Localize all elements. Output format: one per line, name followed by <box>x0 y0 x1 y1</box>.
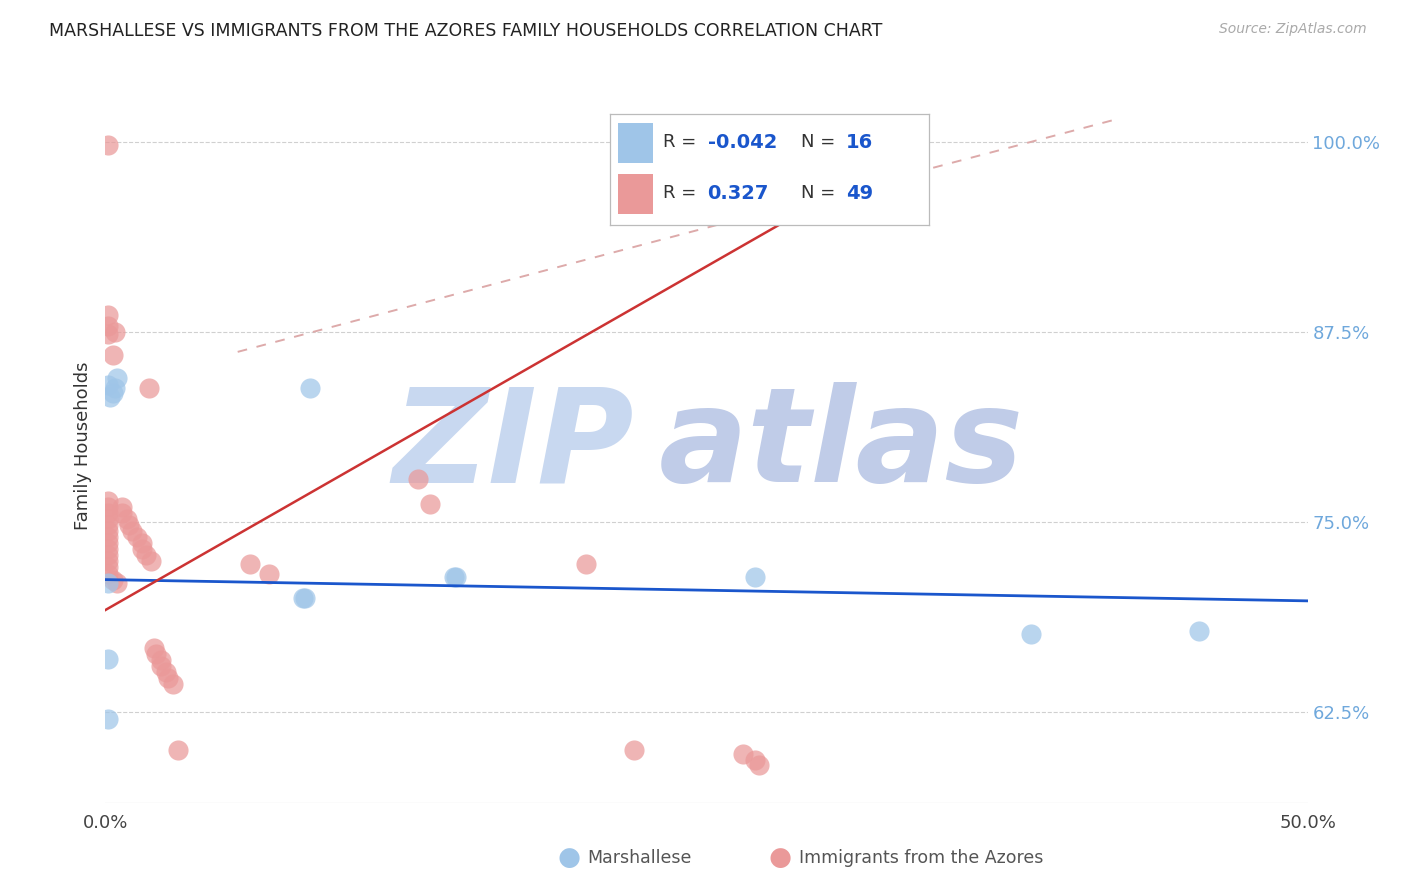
Text: ZIP: ZIP <box>392 383 634 509</box>
Point <box>731 747 754 762</box>
Point <box>162 677 184 691</box>
Text: Marshallese: Marshallese <box>588 849 692 867</box>
Point <box>101 385 124 400</box>
Point <box>623 742 645 756</box>
Point <box>1188 624 1211 639</box>
Point <box>139 554 162 568</box>
Point <box>97 524 120 538</box>
Point <box>97 493 120 508</box>
Point <box>107 370 129 384</box>
Point <box>97 549 120 563</box>
Point <box>575 558 598 572</box>
Point <box>156 671 179 685</box>
Text: Immigrants from the Azores: Immigrants from the Azores <box>799 849 1043 867</box>
Text: ●: ● <box>769 845 792 871</box>
Point <box>97 378 120 392</box>
Point <box>131 542 153 557</box>
Point <box>97 542 120 557</box>
Point <box>98 391 121 405</box>
Point <box>111 500 134 514</box>
Point <box>118 518 141 533</box>
Point <box>97 560 120 574</box>
Point <box>104 381 127 395</box>
Point <box>97 309 120 323</box>
Point <box>142 640 165 655</box>
Point <box>97 536 120 550</box>
Point <box>121 524 143 538</box>
Point <box>166 742 188 756</box>
Point <box>406 472 429 486</box>
Text: atlas: atlas <box>658 383 1024 509</box>
Point <box>107 575 129 590</box>
Point <box>744 753 766 767</box>
Point <box>97 554 120 568</box>
Point <box>97 530 120 544</box>
Point <box>155 665 177 680</box>
Point <box>125 530 148 544</box>
Point <box>97 566 120 581</box>
Text: ●: ● <box>558 845 581 871</box>
Point <box>97 512 120 526</box>
Point <box>97 500 120 514</box>
Y-axis label: Family Households: Family Households <box>73 362 91 530</box>
Point <box>97 518 120 533</box>
Point <box>239 558 262 572</box>
Point <box>97 319 120 334</box>
Point <box>131 536 153 550</box>
Point <box>145 647 167 661</box>
Point <box>115 512 138 526</box>
Point <box>294 591 316 605</box>
Point <box>149 653 172 667</box>
Point <box>149 659 172 673</box>
Point <box>101 348 124 362</box>
Point <box>748 757 770 772</box>
Point <box>744 569 766 583</box>
Point <box>97 326 120 341</box>
Point <box>101 573 124 587</box>
Point <box>104 325 127 339</box>
Point <box>298 381 321 395</box>
Text: MARSHALLESE VS IMMIGRANTS FROM THE AZORES FAMILY HOUSEHOLDS CORRELATION CHART: MARSHALLESE VS IMMIGRANTS FROM THE AZORE… <box>49 22 883 40</box>
Point <box>111 506 134 520</box>
Point <box>97 506 120 520</box>
Point <box>97 575 120 590</box>
Point <box>257 566 280 581</box>
Point <box>97 651 120 665</box>
Point <box>135 549 157 563</box>
Point <box>419 497 441 511</box>
Point <box>446 569 468 583</box>
Point <box>97 712 120 726</box>
Point <box>1019 627 1042 641</box>
Point <box>97 138 120 153</box>
Point <box>138 381 160 395</box>
Point <box>291 591 314 605</box>
Text: Source: ZipAtlas.com: Source: ZipAtlas.com <box>1219 22 1367 37</box>
Point <box>443 569 465 583</box>
